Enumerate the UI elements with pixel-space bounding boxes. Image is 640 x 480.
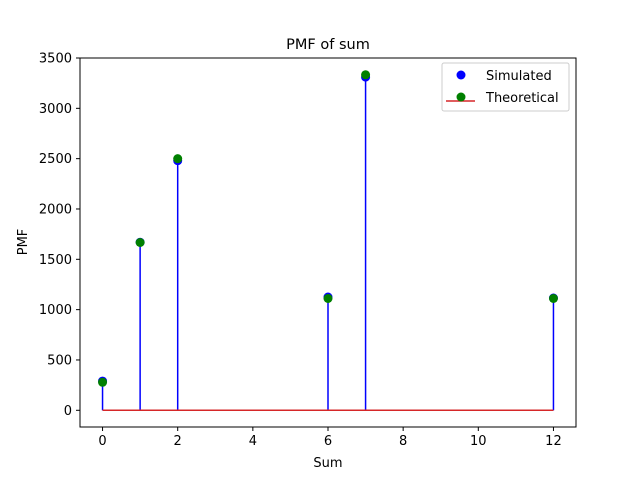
- axis-ticks: 0 2 4 6 8 10 12 0 500 1000 1500 2000 2500 3000 3500: [39, 52, 562, 450]
- legend-label-simulated: Simulated: [486, 69, 552, 84]
- legend-frame: [441, 62, 570, 112]
- y-tick-label-3000: 3000: [39, 102, 72, 117]
- theoretical-point-12: [548, 293, 558, 303]
- chart-title: PMF of sum: [286, 37, 370, 53]
- y-tick-label-1000: 1000: [39, 303, 72, 318]
- legend: Simulated Theoretical: [441, 62, 570, 112]
- x-tick-label-12: 12: [545, 434, 562, 449]
- y-tick-label-500: 500: [47, 353, 72, 368]
- x-axis-title: Sum: [313, 456, 342, 471]
- x-tick-label-4: 4: [249, 434, 257, 449]
- y-tick-label-1500: 1500: [39, 253, 72, 268]
- theoretical-point-0: [98, 377, 108, 387]
- theoretical-point-7: [361, 70, 371, 80]
- x-tick-label-8: 8: [399, 434, 407, 449]
- x-tick-label-6: 6: [324, 434, 332, 449]
- plot-area: [98, 70, 558, 412]
- y-tick-label-3500: 3500: [39, 52, 72, 67]
- x-tick-label-10: 10: [470, 434, 487, 449]
- x-tick-label-2: 2: [174, 434, 182, 449]
- y-tick-label-2000: 2000: [39, 202, 72, 217]
- theoretical-point-6: [323, 293, 333, 303]
- y-axis-title: PMF: [16, 229, 31, 256]
- theoretical-point-1: [135, 238, 145, 247]
- legend-marker-theoretical: [456, 92, 466, 102]
- legend-label-theoretical: Theoretical: [485, 91, 559, 106]
- x-tick-label-0: 0: [98, 434, 106, 449]
- theoretical-point-2: [173, 154, 183, 164]
- y-tick-label-0: 0: [64, 404, 72, 419]
- y-tick-label-2500: 2500: [39, 152, 72, 167]
- legend-marker-simulated: [456, 70, 466, 80]
